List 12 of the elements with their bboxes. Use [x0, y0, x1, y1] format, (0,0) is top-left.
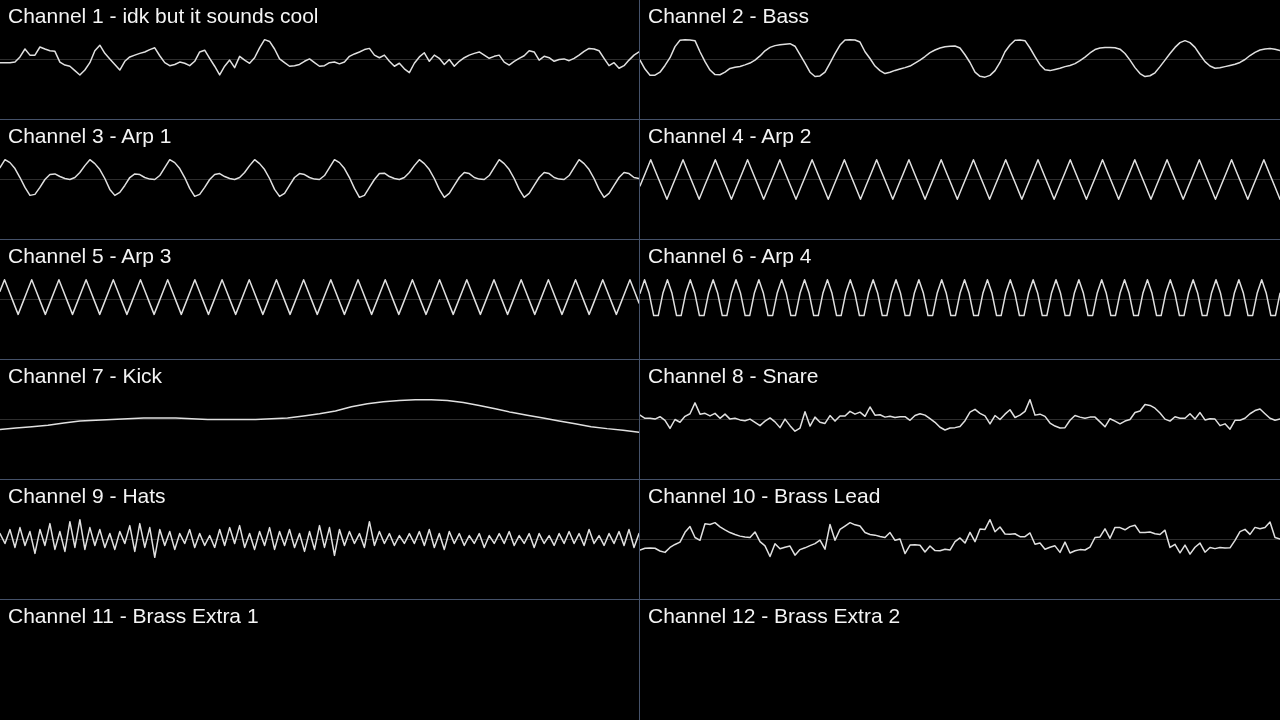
text: Channel 12 - Brass Extra 2: [648, 603, 901, 628]
chart-title: Channel 3 - Arp 1: [8, 123, 172, 148]
chart-title: Channel 5 - Arp 3: [8, 243, 172, 268]
chart-title: Channel 8 - Snare: [648, 363, 819, 388]
text: Channel 11 - Brass Extra 1: [8, 603, 259, 628]
chart-title: Channel 9 - Hats: [8, 483, 166, 508]
chart-title: Channel 6 - Arp 4: [648, 243, 812, 268]
chart-title: Channel 10 - Brass Lead: [648, 483, 881, 508]
chart-title: Channel 2 - Bass: [648, 3, 810, 28]
chart-title: Channel 1 - idk but it sounds cool: [8, 3, 319, 28]
chart-title: Channel 4 - Arp 2: [648, 123, 812, 148]
chart-title: Channel 7 - Kick: [8, 363, 163, 388]
